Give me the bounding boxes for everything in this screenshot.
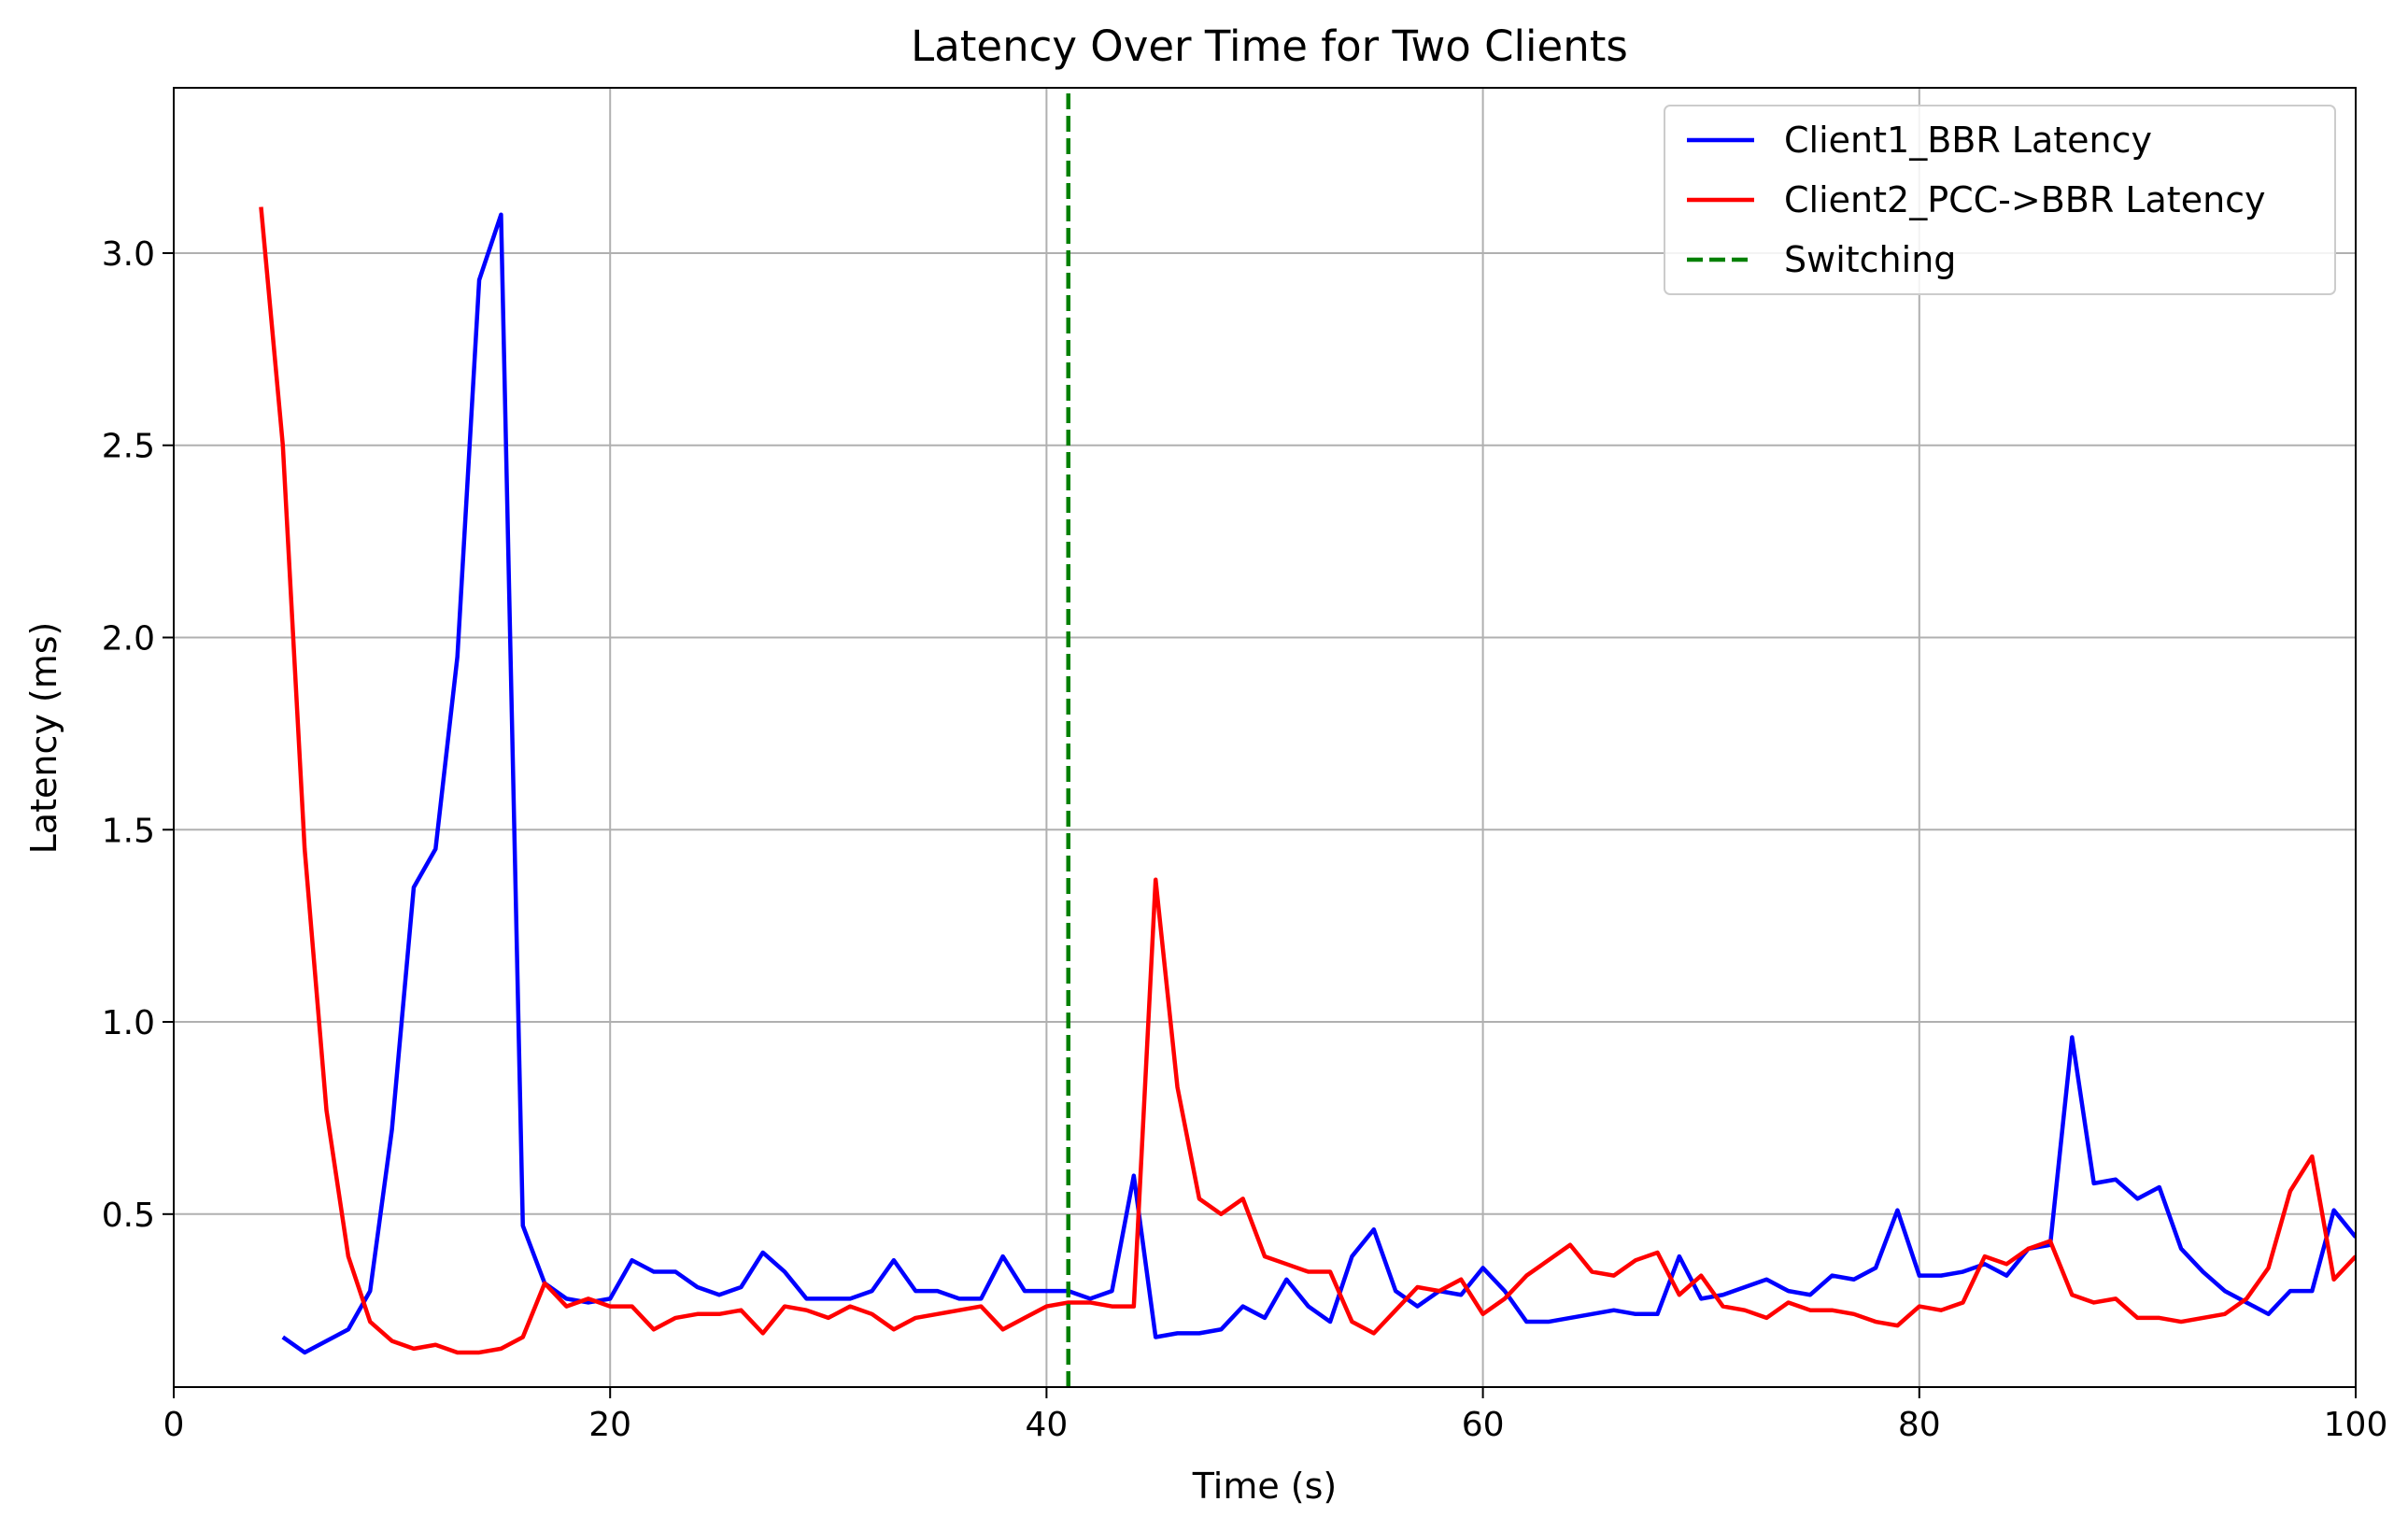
- x-axis-label: Time (s): [1192, 1466, 1338, 1507]
- legend-label-client2-pcc-bbr-latency: Client2_PCC->BBR Latency: [1784, 179, 2266, 220]
- chart-title: Latency Over Time for Two Clients: [911, 21, 1628, 71]
- x-tick-label: 40: [1025, 1406, 1068, 1444]
- grid: [173, 88, 2357, 1387]
- legend-label-client1-bbr-latency: Client1_BBR Latency: [1784, 120, 2152, 161]
- legend: Client1_BBR Latency Client2_PCC->BBR Late…: [1664, 105, 2336, 295]
- series-layer: [259, 88, 2356, 1387]
- legend-label-switching: Switching: [1784, 239, 1956, 280]
- y-tick-label: 3.0: [102, 235, 155, 274]
- series-line-client1-bbr-latency: [281, 212, 2356, 1355]
- x-tick-label: 80: [1898, 1406, 1941, 1444]
- series-line-client2-pcc-bbr-latency: [259, 206, 2356, 1355]
- y-tick-label: 2.5: [102, 428, 155, 466]
- x-tick-label: 20: [588, 1406, 631, 1444]
- x-axis: 0 20 40 60 80 100: [163, 1387, 2388, 1444]
- legend-box: [1664, 105, 2336, 295]
- y-tick-label: 1.0: [102, 1004, 155, 1042]
- y-axis: 0.5 1.0 1.5 2.0 2.5 3.0: [102, 235, 174, 1235]
- y-tick-label: 2.0: [102, 620, 155, 659]
- y-tick-label: 1.5: [102, 812, 155, 850]
- x-tick-label: 60: [1462, 1406, 1505, 1444]
- y-axis-label: Latency (ms): [23, 622, 64, 855]
- plot-frame: [173, 87, 2357, 1388]
- x-tick-label: 100: [2324, 1406, 2388, 1444]
- x-tick-label: 0: [163, 1406, 185, 1444]
- y-tick-label: 0.5: [102, 1197, 155, 1235]
